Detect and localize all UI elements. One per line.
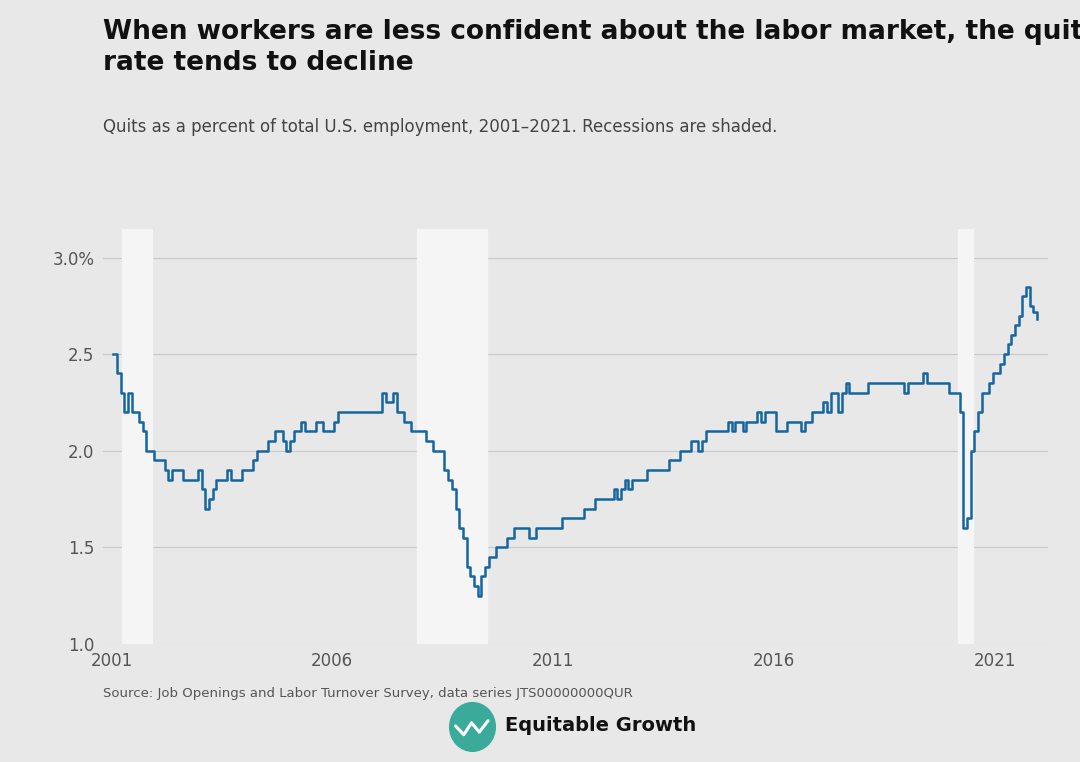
Text: Quits as a percent of total U.S. employment, 2001–2021. Recessions are shaded.: Quits as a percent of total U.S. employm… [103,118,777,136]
Text: When workers are less confident about the labor market, the quits
rate tends to : When workers are less confident about th… [103,19,1080,76]
Bar [417,229,487,644]
Text: Equitable Growth: Equitable Growth [505,716,697,735]
Circle shape [449,703,496,751]
Text: Source: Job Openings and Labor Turnover Survey, data series JTS00000000QUR: Source: Job Openings and Labor Turnover … [103,687,633,700]
Bar [122,229,152,644]
Bar [958,229,972,644]
